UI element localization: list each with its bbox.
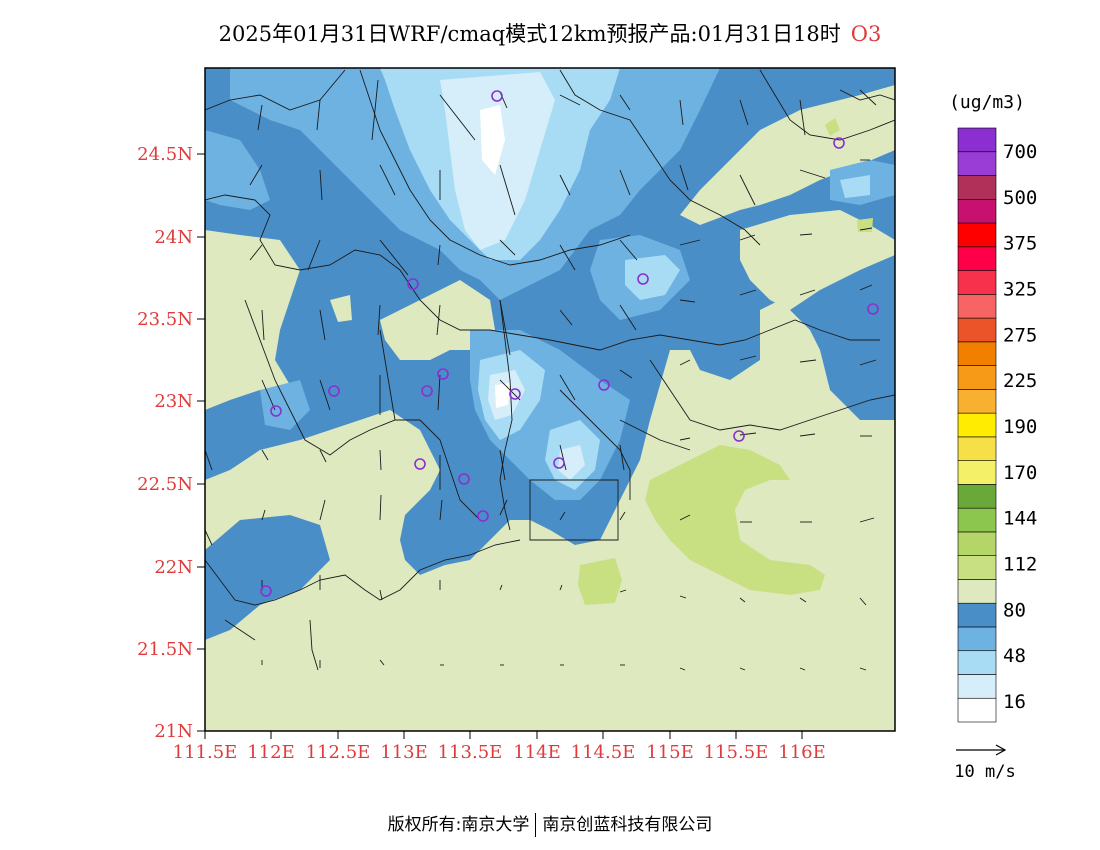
lat-label: 23.5N [137, 309, 193, 330]
legend-label: 325 [1003, 279, 1037, 301]
wind-vectors [204, 79, 877, 671]
lat-label: 24N [154, 227, 193, 248]
legend-swatch [957, 436, 997, 461]
monitoring-stations [260, 90, 879, 597]
lon-label: 112E [247, 742, 295, 763]
legend-label: 225 [1003, 370, 1037, 392]
legend-swatch [957, 294, 997, 319]
legend-label: 275 [1003, 324, 1037, 346]
lon-label: 115E [646, 742, 694, 763]
legend-swatch [957, 412, 997, 438]
title-text: 2025年01月31日WRF/cmaq模式12km预报产品:01月31日18时 [218, 22, 841, 46]
legend-swatch [957, 602, 997, 628]
legend-label: 700 [1003, 141, 1037, 163]
legend-swatch [957, 507, 997, 533]
plot-frame [204, 67, 896, 732]
legend-swatch [957, 674, 997, 699]
wind-scale-arrow [956, 744, 1007, 756]
credit-separator [535, 813, 537, 837]
legend-swatch [957, 579, 997, 604]
legend-swatch [957, 175, 997, 200]
lat-ticks [197, 153, 205, 732]
legend-label: 144 [1003, 508, 1037, 530]
legend-swatch [957, 555, 997, 580]
legend-swatch [957, 317, 997, 343]
lat-label: 22N [154, 557, 193, 578]
legend-label: 80 [1003, 599, 1026, 621]
legend-swatch [957, 460, 997, 485]
legend-swatch [957, 127, 997, 153]
legend-swatch [957, 151, 997, 176]
legend-labels: 700 500 375 325 275 225 190 170 144 112 80 48 16 [1003, 141, 1037, 713]
lat-label: 21.5N [137, 639, 193, 660]
credit-left: 版权所有:南京大学 [387, 815, 530, 835]
legend-swatch [957, 650, 997, 675]
legend-swatch [957, 198, 997, 224]
lon-ticks [204, 731, 803, 739]
lat-label: 24.5N [137, 144, 193, 165]
lat-label: 21N [154, 721, 193, 742]
lon-label: 113.5E [438, 742, 503, 763]
legend-label: 16 [1003, 691, 1026, 713]
legend-swatch [957, 365, 997, 390]
lon-label: 114E [513, 742, 561, 763]
lon-label: 112.5E [306, 742, 371, 763]
legend-label: 112 [1003, 554, 1037, 576]
lon-label: 111.5E [173, 742, 238, 763]
lon-label: 116E [778, 742, 826, 763]
legend-label: 190 [1003, 416, 1037, 438]
wind-scale-label: 10 m/s [954, 762, 1015, 782]
lon-label: 114.5E [571, 742, 636, 763]
legend-label: 500 [1003, 187, 1037, 209]
boundary-lines [205, 69, 895, 671]
legend-swatch [957, 222, 997, 248]
lat-label: 22.5N [137, 474, 193, 495]
legend-swatch [957, 270, 997, 295]
chart-title: 2025年01月31日WRF/cmaq模式12km预报产品:01月31日18时 O… [0, 18, 1100, 48]
legend-label: 375 [1003, 233, 1037, 255]
legend-swatch [957, 697, 997, 723]
credit-right: 南京创蓝科技有限公司 [542, 815, 713, 835]
legend-swatch [957, 389, 997, 414]
lat-label: 23N [154, 391, 193, 412]
credit-line: 版权所有:南京大学 南京创蓝科技有限公司 [0, 810, 1100, 837]
legend-unit: (ug/m3) [949, 92, 1025, 113]
legend-swatch [957, 531, 997, 556]
legend-label: 48 [1003, 645, 1026, 667]
species-label: O3 [850, 22, 882, 46]
concentration-field [205, 68, 895, 731]
lon-label: 115.5E [704, 742, 769, 763]
lon-label: 113E [380, 742, 428, 763]
legend-swatch [957, 341, 997, 366]
legend-label: 170 [1003, 462, 1037, 484]
legend-swatch [957, 484, 997, 509]
color-legend [957, 127, 997, 723]
lat-labels: 24.5N 24N 23.5N 23N 22.5N 22N 21.5N 21N [137, 144, 193, 742]
legend-swatch [957, 246, 997, 271]
legend-swatch [957, 626, 997, 652]
lon-labels: 111.5E 112E 112.5E 113E 113.5E 114E 114.… [173, 742, 826, 763]
